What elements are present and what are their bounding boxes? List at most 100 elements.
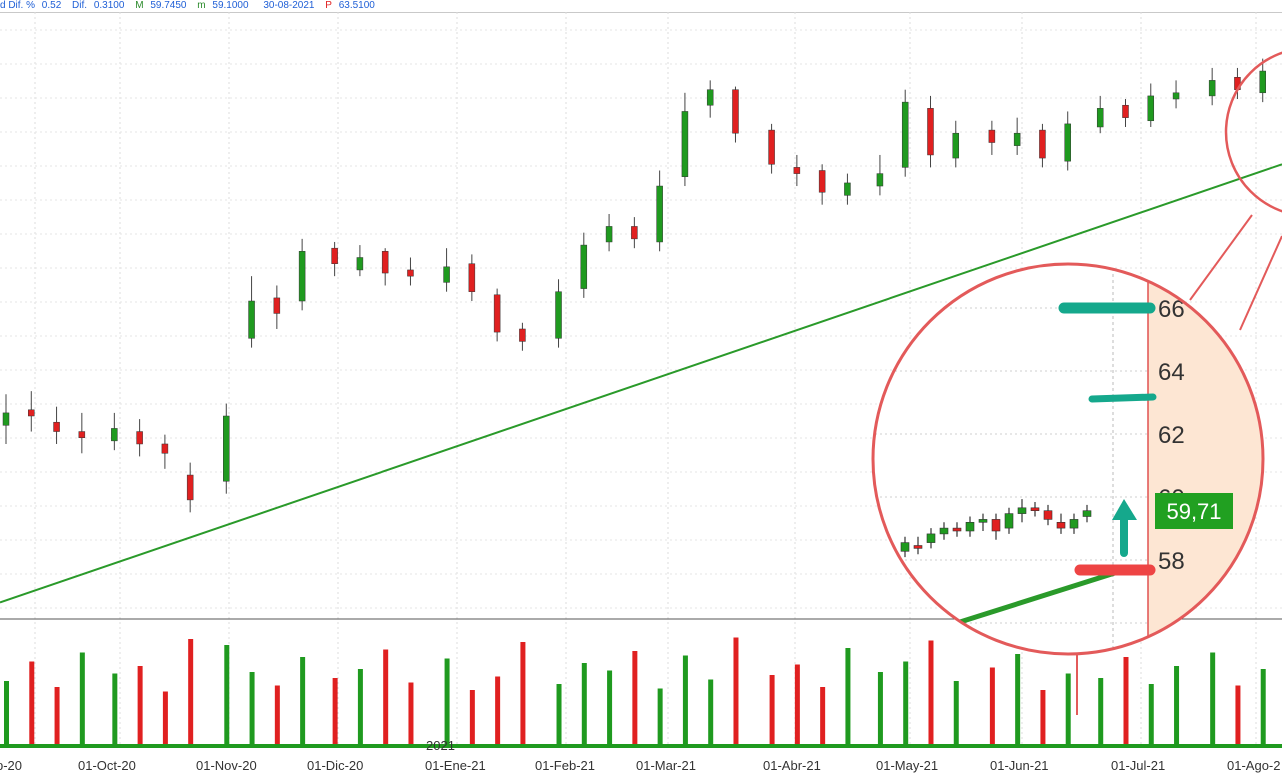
volume-bar	[162, 691, 168, 744]
candle-body	[768, 129, 775, 165]
candle-body	[681, 111, 689, 177]
volume-bar	[989, 667, 995, 744]
x-axis-label: 01-May-21	[876, 758, 938, 773]
zoom-candle-body	[1004, 513, 1014, 529]
resistance-63-marker	[1088, 393, 1157, 403]
zoom-candles	[900, 499, 1092, 558]
zoom-candle-body	[978, 519, 988, 523]
volume-bar	[357, 669, 363, 744]
trendline	[0, 163, 1282, 604]
candle-body	[298, 251, 306, 302]
candle-body	[407, 269, 414, 277]
candle-body	[331, 247, 338, 264]
candle-body	[248, 300, 255, 339]
x-axis-label: 01-Oct-20	[78, 758, 136, 773]
volume-bar	[1015, 654, 1021, 744]
zoom-inset-circle	[871, 262, 1265, 656]
zoom-tick-label: 62	[1158, 422, 1185, 449]
candle-body	[356, 257, 364, 271]
zoom-candle-body	[913, 545, 923, 549]
volume-bar	[54, 687, 60, 744]
up-arrow-icon	[1112, 499, 1137, 557]
zoom-candle-body	[926, 533, 936, 543]
volume-bar	[708, 679, 714, 744]
volume-bar	[928, 640, 934, 744]
volume-bar	[845, 648, 851, 744]
volume-bar	[581, 663, 587, 744]
volume-bar	[469, 690, 475, 744]
x-axis-label: 01-Jun-21	[990, 758, 1049, 773]
candle-body	[1039, 129, 1046, 159]
volume-bar	[794, 664, 800, 744]
candle-body	[381, 251, 389, 274]
horizontal-gridlines	[0, 29, 1282, 609]
volume-bar	[408, 682, 414, 744]
candle-body	[988, 129, 996, 143]
candle-body	[901, 101, 909, 168]
candle-body	[1172, 92, 1180, 100]
year-marker: 2021	[426, 738, 455, 753]
candle-body	[1064, 123, 1071, 162]
volume-bar	[1210, 652, 1216, 744]
candle-body	[186, 474, 194, 501]
zoom-tick-label: 58	[1158, 548, 1185, 575]
x-axis-labels: p-20 01-Oct-20 01-Nov-20 01-Dic-20 01-Ene-21…	[0, 758, 1280, 773]
volume-baseline	[0, 744, 1282, 748]
candle-body	[732, 89, 739, 134]
volume-bar	[1260, 669, 1266, 744]
volume-bar	[1040, 690, 1046, 744]
candle-body	[78, 431, 86, 439]
volume-bar	[188, 639, 194, 744]
candle-body	[1096, 108, 1104, 128]
volume-bar	[820, 687, 826, 744]
candle-body	[519, 328, 526, 342]
candle-body	[1122, 104, 1129, 118]
candle-body	[793, 167, 801, 174]
info-bar: d Dif. % 0.52 Dif. 0.3100 M 59.7450 m 59…	[0, 0, 1282, 13]
info-min: m 59.1000	[197, 0, 249, 11]
volume-bar	[682, 655, 688, 744]
candle-body	[273, 297, 281, 314]
zoom-candle-body	[1082, 510, 1092, 517]
zoom-candle-body	[1056, 521, 1066, 529]
zoom-candle-body	[991, 519, 1001, 532]
volume-bar	[137, 666, 143, 744]
volume-bar	[769, 675, 775, 744]
x-axis-label: 01-Jul-21	[1111, 758, 1165, 773]
candle-body	[2, 412, 10, 426]
zoom-tick-label: 64	[1158, 359, 1185, 386]
x-axis-label: 01-Nov-20	[196, 758, 257, 773]
x-axis-label: 01-Ago-2	[1227, 758, 1280, 773]
zoom-connector-right	[1239, 235, 1282, 331]
candle-body	[656, 185, 663, 243]
x-axis-label: 01-Dic-20	[307, 758, 363, 773]
volume-bar	[1065, 673, 1071, 744]
info-max: M 59.7450	[135, 0, 187, 11]
volume-bar	[1174, 666, 1180, 744]
volume-bar	[249, 672, 255, 744]
volume-bars	[4, 637, 1266, 744]
volume-bar	[383, 649, 389, 744]
candle-body	[952, 132, 960, 159]
candle-body	[493, 294, 501, 333]
candle-body	[555, 291, 562, 339]
x-axis-label: 01-Feb-21	[535, 758, 595, 773]
volume-bar	[520, 642, 526, 744]
price-candles	[2, 58, 1266, 513]
candle-body	[927, 108, 934, 156]
volume-bar	[224, 645, 230, 744]
volume-bar	[1123, 657, 1129, 744]
volume-bar	[79, 652, 85, 744]
zoom-connector-top	[1189, 214, 1253, 301]
zoom-candle-body	[1017, 507, 1027, 514]
candle-body	[1208, 80, 1216, 97]
candle-body	[53, 421, 60, 432]
volume-bar	[4, 681, 9, 744]
volume-bar	[607, 670, 613, 744]
volume-bar	[1148, 684, 1154, 744]
volume-bar	[300, 657, 306, 744]
volume-bar	[274, 685, 280, 744]
candle-body	[876, 173, 884, 187]
volume-bar	[495, 676, 501, 744]
zoom-trendline	[959, 569, 1119, 625]
